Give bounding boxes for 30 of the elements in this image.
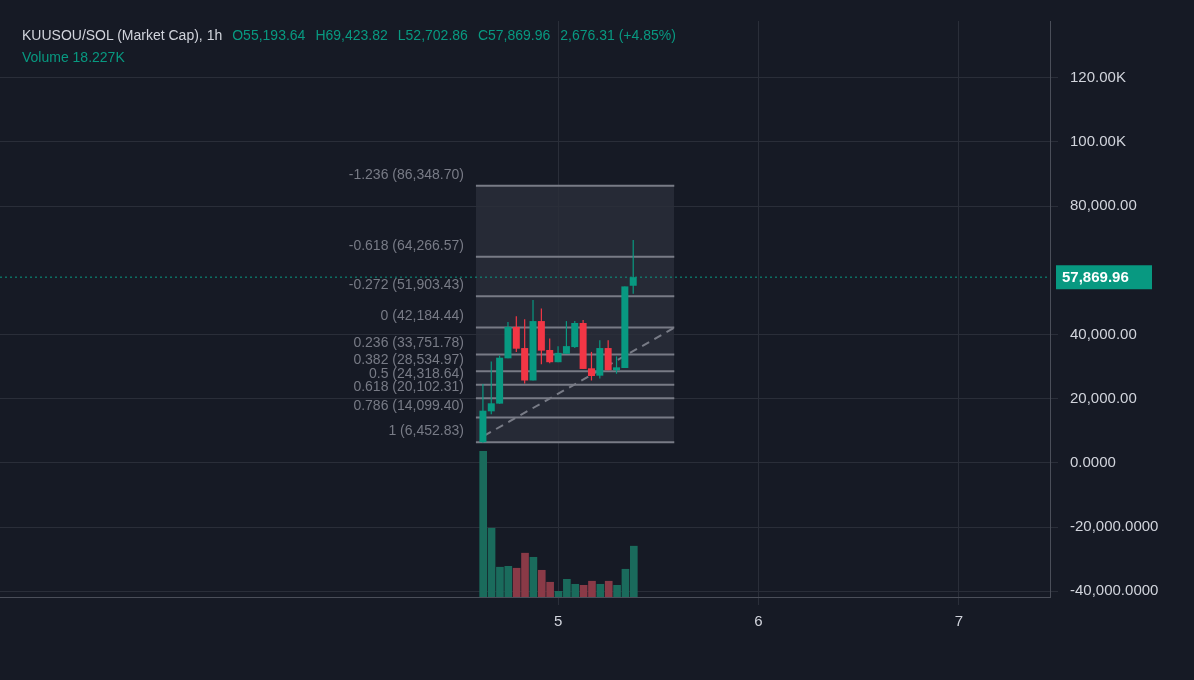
annotation: Volume 18.227K bbox=[22, 49, 125, 65]
text: KUUSOU/SOL (Market Cap), 1h bbox=[22, 27, 223, 43]
ref-line-label: -1.236 (86,348.70) bbox=[348, 165, 464, 182]
ref-line-label: 0 (42,184.44) bbox=[380, 307, 464, 324]
annotation: 2,676.31 (+4.85%) bbox=[560, 27, 676, 43]
annotation: H69,423.82 bbox=[315, 27, 388, 43]
annotation: L52,702.86 bbox=[397, 27, 468, 43]
bar bbox=[529, 556, 537, 597]
y-tick-label: 100.00K bbox=[1070, 132, 1126, 150]
ref-line-label: 0.786 (14,099.40) bbox=[353, 397, 464, 414]
ref-line-label: 0.382 (28,534.97) bbox=[353, 351, 464, 368]
annotation: C57,869.96 bbox=[477, 27, 551, 43]
ref-line-label: -0.272 (51,903.43) bbox=[348, 276, 464, 293]
y-tick-label: 80,000.00 bbox=[1070, 196, 1137, 214]
ref-line-label: 1 (6,452.83) bbox=[388, 422, 464, 439]
y-tick-label: 0.0000 bbox=[1070, 453, 1116, 471]
y-tick-label: 20,000.00 bbox=[1070, 388, 1137, 406]
x-tick-label: 7 bbox=[954, 612, 963, 630]
y-tick-label: -40,000.0000 bbox=[1070, 581, 1159, 599]
y-tick-label: 120.00K bbox=[1070, 67, 1126, 85]
x-tick-label: 5 bbox=[553, 612, 563, 630]
ref-line-label: 0.236 (33,751.78) bbox=[353, 334, 464, 351]
annotation: O55,193.64 bbox=[232, 27, 306, 43]
y-tick-label: -20,000.0000 bbox=[1070, 517, 1159, 535]
ref-line-label: 57,869.96 bbox=[1062, 268, 1129, 286]
ref-line-label: -0.618 (64,266.57) bbox=[348, 236, 464, 253]
bar bbox=[596, 583, 604, 597]
bar bbox=[604, 580, 613, 597]
y-tick-label: 40,000.00 bbox=[1070, 324, 1137, 342]
x-tick-label: 6 bbox=[754, 612, 763, 630]
